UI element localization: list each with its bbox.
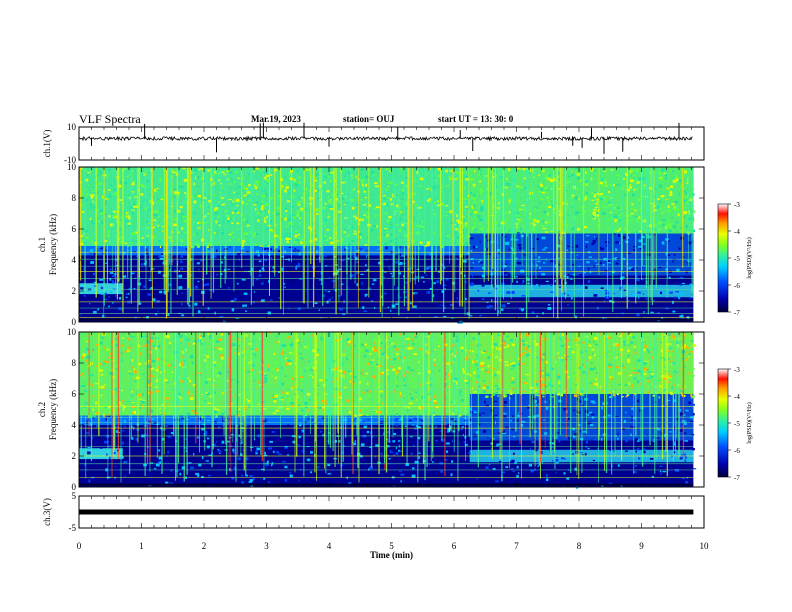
x-tick-label: 10 bbox=[700, 541, 710, 551]
ch1-spectrogram-ytick-label: 4 bbox=[72, 255, 77, 265]
ch2-spectrogram-colorbar-tick-label: -3 bbox=[734, 366, 740, 374]
x-tick-label: 6 bbox=[452, 541, 457, 551]
ch1-spectrogram-ytick-label: 8 bbox=[72, 193, 77, 203]
ch3-waveform-panel: 5 -5 ch.3(V) bbox=[42, 491, 705, 533]
ch1-spectrogram-ytick-label: 10 bbox=[67, 162, 77, 172]
x-tick-label: 3 bbox=[264, 541, 269, 551]
ch2-spectrogram-edge bbox=[79, 415, 470, 425]
ch3-waveform-ylabel: ch.3(V) bbox=[42, 498, 52, 526]
ch2-spectrogram-colorbar-tick-label: -5 bbox=[734, 420, 740, 428]
x-tick-label: 5 bbox=[389, 541, 394, 551]
ch2-spectrogram-lf-band bbox=[79, 448, 123, 460]
ch2-spectrogram-colorbar-tick-label: -7 bbox=[734, 474, 740, 482]
x-tick-label: 1 bbox=[139, 541, 144, 551]
ch1-waveform-ytick-label: -10 bbox=[64, 155, 76, 165]
ch2-spectrogram-ytick-label: 10 bbox=[67, 327, 77, 337]
ch3-waveform-ytick-label: 5 bbox=[72, 491, 77, 501]
ch1-waveform-ylabel: ch.1(V) bbox=[42, 130, 52, 158]
ch1-spectrogram-colorbar bbox=[717, 203, 729, 313]
ch1-spectrogram-ytick-label: 2 bbox=[72, 286, 77, 296]
ch1-spectrogram-colorbar-tick-label: -5 bbox=[734, 255, 740, 263]
x-axis-label: Time (min) bbox=[370, 550, 413, 560]
x-tick-label: 8 bbox=[577, 541, 582, 551]
ch1-spectrogram-colorbar-tick-label: -3 bbox=[734, 201, 740, 209]
ch2-spectrogram-colorbar-tick-label: -6 bbox=[734, 447, 740, 455]
ch2-spectrogram-ytick-label: 4 bbox=[72, 420, 77, 430]
ch1-spectrogram-lf-band bbox=[469, 284, 694, 298]
x-tick-label: 0 bbox=[77, 541, 82, 551]
station-label: station= OUJ bbox=[343, 114, 395, 124]
x-tick-label: 2 bbox=[202, 541, 207, 551]
ch3-waveform-trace bbox=[79, 509, 694, 515]
x-tick-label: 9 bbox=[639, 541, 644, 551]
ch1-spectrogram-panel: 0 2 4 6 8 10 ch.1 Frequency (kHz) -3 -4 -5 -6 -7 log(… bbox=[37, 162, 753, 327]
ch2-spectrogram-ylabel-channel: ch.2 bbox=[37, 402, 47, 417]
ch2-spectrogram-panel: 0 2 4 6 8 10 ch.2 Frequency (kHz) -3 -4 -5 -6 -7 log(… bbox=[37, 327, 753, 492]
date-label: Mar.19, 2023 bbox=[251, 114, 301, 124]
ch2-spectrogram-colorbar bbox=[717, 368, 729, 478]
ch2-spectrogram-ytick-label: 8 bbox=[72, 358, 77, 368]
ch1-spectrogram-colorbar-tick-label: -4 bbox=[734, 228, 740, 236]
ch1-spectrogram-ytick-label: 0 bbox=[72, 317, 77, 327]
ch2-spectrogram-ytick-label: 2 bbox=[72, 451, 77, 461]
chart-title: VLF Spectra bbox=[79, 112, 141, 126]
ch1-waveform-bg bbox=[79, 127, 704, 160]
ch1-waveform-trace bbox=[78, 135, 693, 142]
x-tick-label: 7 bbox=[514, 541, 519, 551]
start-time-label: start UT = 13: 30: 0 bbox=[438, 114, 514, 124]
ch1-spectrogram-colorbar-tick-label: -7 bbox=[734, 309, 740, 317]
ch2-spectrogram-ytick-label: 6 bbox=[72, 389, 77, 399]
ch2-spectrogram-colorbar-tick-label: -4 bbox=[734, 393, 740, 401]
ch1-spectrogram-colorbar-tick-label: -6 bbox=[734, 282, 740, 290]
ch1-spectrogram-ylabel-channel: ch.1 bbox=[37, 237, 47, 252]
x-tick-label: 4 bbox=[327, 541, 332, 551]
ch2-spectrogram-colorbar-label: log(PSD)(V²/Hz) bbox=[746, 402, 753, 443]
ch2-spectrogram-ylabel-freq: Frequency (kHz) bbox=[48, 379, 58, 440]
ch2-spectrogram-ytick-label: 0 bbox=[72, 482, 77, 492]
ch3-waveform-ytick-label: -5 bbox=[69, 523, 77, 533]
ch1-spectrogram-ytick-label: 6 bbox=[72, 224, 77, 234]
ch1-spectrogram-colorbar-label: log(PSD)(V²/Hz) bbox=[746, 237, 753, 278]
ch1-spectrogram-ylabel-freq: Frequency (kHz) bbox=[48, 214, 58, 275]
ch1-waveform-ytick-label: 10 bbox=[67, 122, 77, 132]
